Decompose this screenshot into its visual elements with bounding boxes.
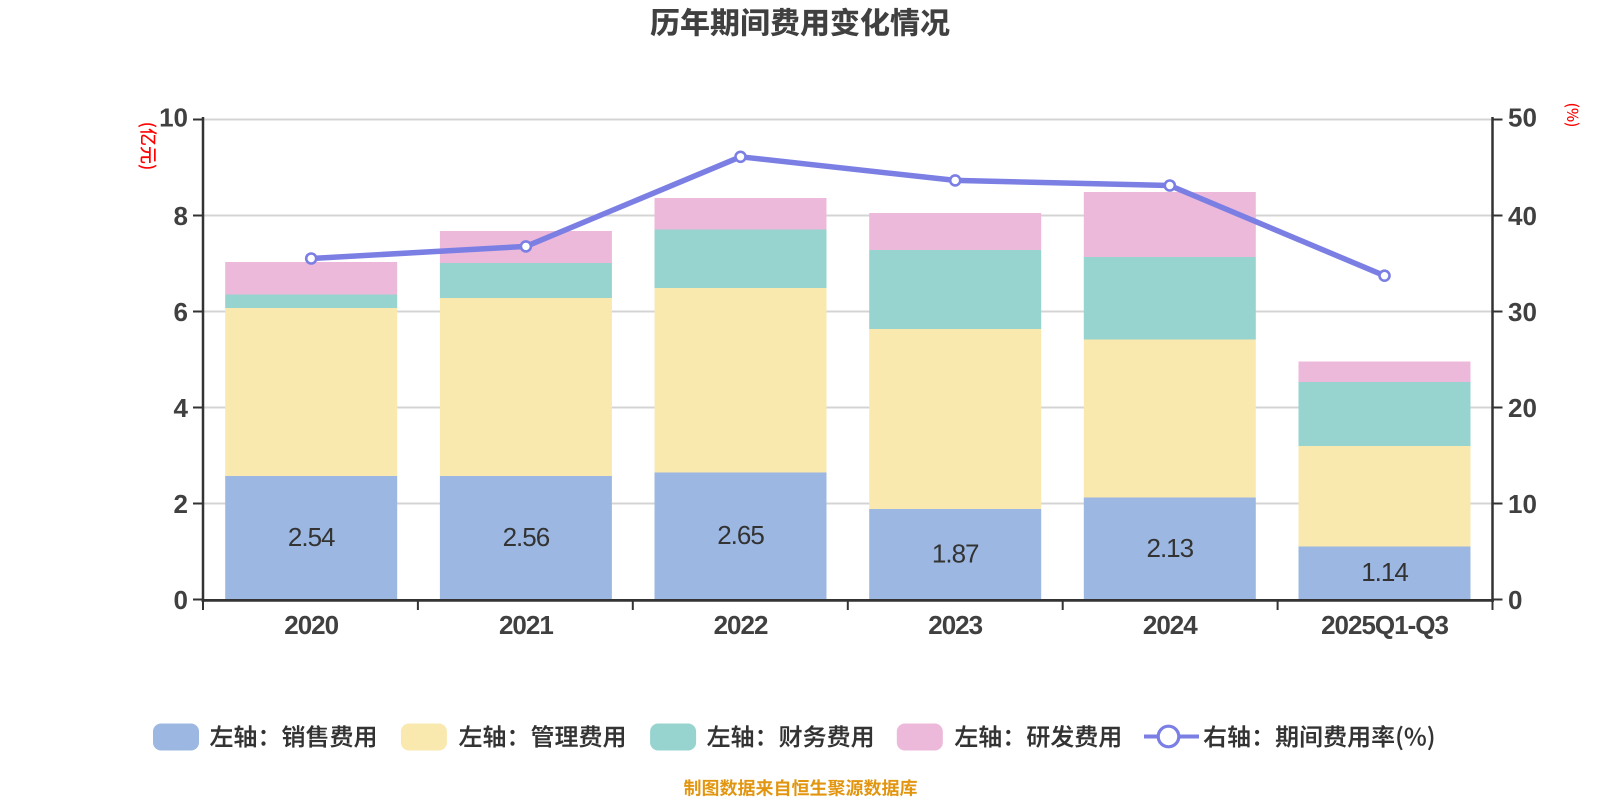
svg-text:20: 20 — [1508, 393, 1537, 423]
svg-text:1.14: 1.14 — [1361, 557, 1408, 587]
svg-text:0: 0 — [1508, 585, 1522, 615]
svg-text:40: 40 — [1508, 201, 1537, 231]
svg-text:10: 10 — [1508, 489, 1537, 519]
svg-text:10: 10 — [159, 103, 188, 133]
svg-text:2023: 2023 — [928, 610, 982, 640]
svg-text:2025Q1-Q3: 2025Q1-Q3 — [1321, 610, 1448, 640]
svg-text:2022: 2022 — [714, 610, 768, 640]
svg-text:2.54: 2.54 — [288, 522, 335, 552]
svg-text:2024: 2024 — [1143, 610, 1198, 640]
svg-text:0: 0 — [174, 585, 188, 615]
svg-text:30: 30 — [1508, 297, 1537, 327]
svg-text:2021: 2021 — [499, 610, 553, 640]
svg-text:1.87: 1.87 — [932, 539, 979, 569]
svg-text:2.13: 2.13 — [1146, 533, 1193, 563]
svg-text:2.65: 2.65 — [717, 520, 764, 550]
svg-text:2.56: 2.56 — [503, 522, 550, 552]
svg-text:8: 8 — [174, 201, 188, 231]
svg-text:6: 6 — [174, 297, 188, 327]
svg-text:4: 4 — [174, 393, 189, 423]
svg-text:2020: 2020 — [284, 610, 338, 640]
svg-text:2: 2 — [174, 489, 188, 519]
svg-text:50: 50 — [1508, 103, 1537, 133]
